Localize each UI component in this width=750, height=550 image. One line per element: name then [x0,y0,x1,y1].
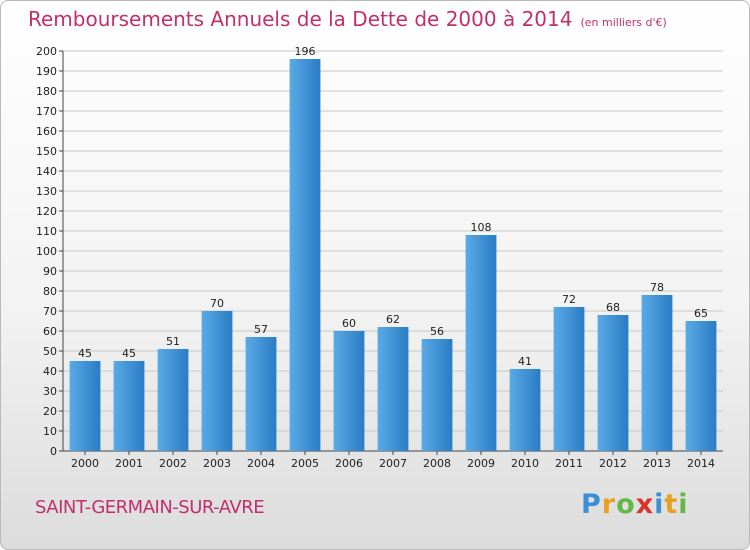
x-tick-label: 2009 [467,457,495,470]
data-label: 72 [562,293,576,306]
data-label: 62 [386,313,400,326]
bar [597,315,629,451]
labels: 0 10 20 30 40 50 60 70 80 90 100 110 120 130 140 150 160… [36,45,715,470]
x-tick-label: 2012 [599,457,627,470]
x-tick-label: 2008 [423,457,451,470]
y-tick-label: 200 [36,45,57,58]
data-label: 45 [78,347,92,360]
y-tick-label: 170 [36,105,57,118]
y-tick-label: 180 [36,85,57,98]
x-tick-label: 2005 [291,457,319,470]
chart-title: Remboursements Annuels de la Dette de 20… [28,7,667,31]
bar [553,307,585,451]
y-tick-label: 10 [43,425,57,438]
bar [685,321,717,451]
x-tick-label: 2011 [555,457,583,470]
bar [69,361,101,451]
x-tick-label: 2010 [511,457,539,470]
data-label: 51 [166,335,180,348]
proxiti-logo: Proxiti [581,489,689,520]
y-tick-label: 30 [43,385,57,398]
data-label: 78 [650,281,664,294]
x-tick-label: 2003 [203,457,231,470]
data-label: 196 [295,45,316,58]
chart-unit: (en milliers d'€) [580,16,667,29]
data-label: 57 [254,323,268,336]
bar [289,59,321,451]
bar [421,339,453,451]
x-tick-label: 2000 [71,457,99,470]
data-label: 45 [122,347,136,360]
y-tick-label: 0 [50,445,57,458]
data-label: 108 [471,221,492,234]
bar [201,311,233,451]
y-tick-label: 70 [43,305,57,318]
x-tick-label: 2013 [643,457,671,470]
y-tick-label: 20 [43,405,57,418]
x-tick-label: 2007 [379,457,407,470]
chart-title-text: Remboursements Annuels de la Dette de 20… [28,7,573,31]
bar [377,327,409,451]
bar [113,361,145,451]
bar [641,295,673,451]
y-tick-label: 120 [36,205,57,218]
y-tick-label: 90 [43,265,57,278]
y-tick-label: 60 [43,325,57,338]
bars [69,59,717,451]
bar [245,337,277,451]
y-tick-label: 160 [36,125,57,138]
bar [509,369,541,451]
y-tick-label: 150 [36,145,57,158]
y-tick-label: 80 [43,285,57,298]
bar [465,235,497,451]
y-tick-label: 100 [36,245,57,258]
x-tick-label: 2004 [247,457,275,470]
data-label: 56 [430,325,444,338]
data-label: 65 [694,307,708,320]
data-label: 68 [606,301,620,314]
data-label: 41 [518,355,532,368]
bar [157,349,189,451]
x-tick-label: 2006 [335,457,363,470]
y-tick-label: 110 [36,225,57,238]
data-label: 70 [210,297,224,310]
x-tick-label: 2002 [159,457,187,470]
y-tick-label: 130 [36,185,57,198]
y-tick-label: 50 [43,345,57,358]
x-tick-label: 2001 [115,457,143,470]
x-tick-label: 2014 [687,457,715,470]
data-label: 60 [342,317,356,330]
bar [333,331,365,451]
y-tick-label: 140 [36,165,57,178]
y-tick-label: 190 [36,65,57,78]
commune-name: SAINT-GERMAIN-SUR-AVRE [35,497,265,518]
y-tick-label: 40 [43,365,57,378]
